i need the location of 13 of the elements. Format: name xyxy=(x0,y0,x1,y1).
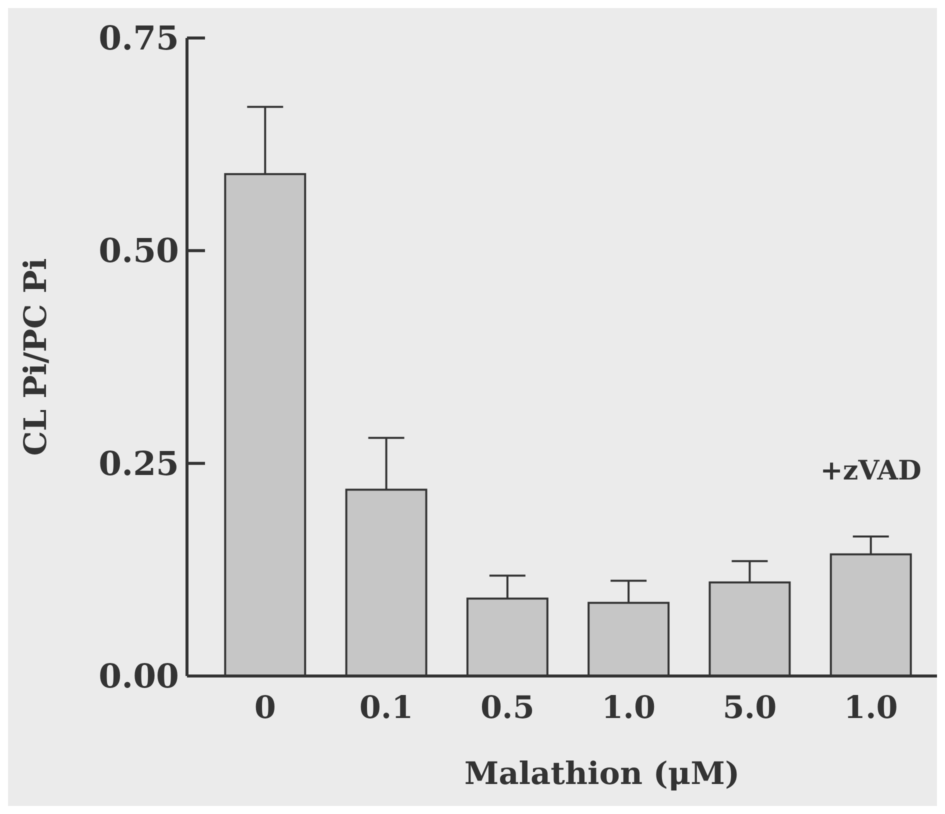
x-tick-label: 1.0 xyxy=(844,690,898,726)
y-tick-label: 0.00 xyxy=(98,656,179,696)
y-axis-title: CL Pi/PC Pi xyxy=(18,258,54,456)
x-tick-label: 0.1 xyxy=(359,690,414,726)
x-tick-label: 5.0 xyxy=(722,690,777,726)
y-tick-label: 0.75 xyxy=(98,18,179,58)
x-axis-title: Malathion (μM) xyxy=(464,756,740,792)
y-tick-label: 0.50 xyxy=(98,231,179,270)
x-tick-label: 0.5 xyxy=(480,690,534,726)
x-tick-label: 1.0 xyxy=(602,690,656,726)
x-tick-label: 0 xyxy=(254,690,276,726)
y-tick-label: 0.25 xyxy=(98,444,179,483)
annotation: +zVAD xyxy=(820,455,922,486)
